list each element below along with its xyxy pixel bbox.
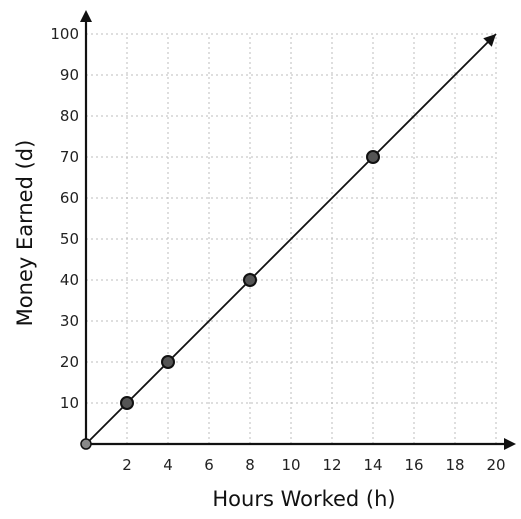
data-point [243, 273, 257, 287]
x-axis-arrow-icon [504, 438, 516, 450]
y-axis-arrow-icon [80, 10, 92, 22]
x-tick-label: 20 [486, 456, 505, 474]
x-tick-label: 18 [445, 456, 464, 474]
data-point [366, 150, 380, 164]
y-tick-label: 60 [60, 189, 79, 207]
x-tick-label: 14 [363, 456, 382, 474]
x-tick-label: 4 [163, 456, 173, 474]
y-tick-label: 90 [60, 66, 79, 84]
x-tick-label: 16 [404, 456, 423, 474]
y-tick-label: 100 [50, 25, 79, 43]
series-line [85, 33, 497, 445]
grid-lines [86, 33, 497, 444]
y-tick-label: 20 [60, 353, 79, 371]
y-tick-label: 10 [60, 394, 79, 412]
x-tick-label: 12 [322, 456, 341, 474]
data-point [120, 396, 134, 410]
data-point [161, 355, 175, 369]
axes [80, 10, 516, 450]
x-tick-label: 6 [204, 456, 214, 474]
y-tick-label: 40 [60, 271, 79, 289]
x-tick-labels: 2 4 6 8 10 12 14 16 18 20 [122, 456, 505, 474]
y-tick-label: 30 [60, 312, 79, 330]
y-axis-title: Money Earned (d) [13, 140, 37, 327]
x-tick-label: 8 [245, 456, 255, 474]
x-axis-title: Hours Worked (h) [212, 487, 395, 511]
origin-point [80, 438, 92, 450]
y-tick-label: 80 [60, 107, 79, 125]
y-tick-labels: 10 20 30 40 50 60 70 80 90 100 [50, 25, 79, 412]
data-series [85, 33, 497, 445]
series-arrow-icon [483, 34, 496, 47]
x-tick-label: 10 [281, 456, 300, 474]
y-tick-label: 70 [60, 148, 79, 166]
x-tick-label: 2 [122, 456, 132, 474]
y-tick-label: 50 [60, 230, 79, 248]
data-points [80, 150, 380, 450]
